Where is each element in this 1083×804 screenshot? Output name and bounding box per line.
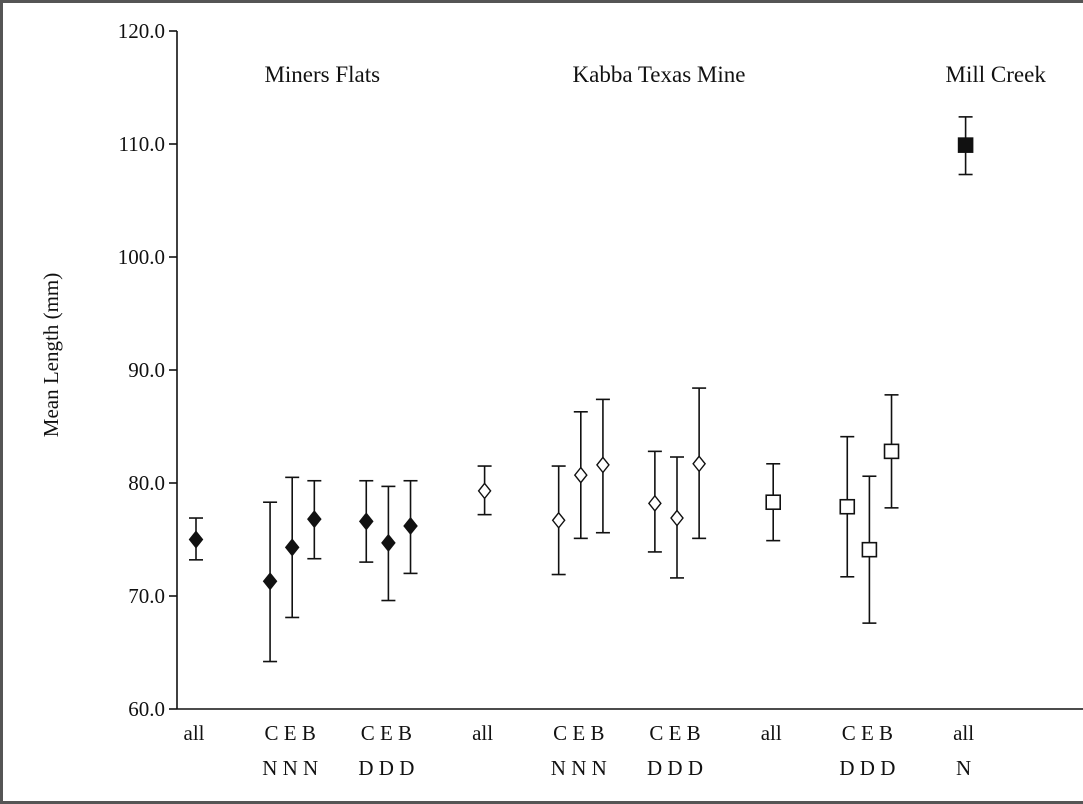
marker-open-square: [765, 494, 782, 511]
marker-filled-diamond: [381, 533, 396, 553]
category-label-line1: C E B: [842, 721, 893, 745]
marker-filled-square: [957, 137, 974, 153]
data-point: [692, 387, 707, 540]
marker-open-diamond: [596, 456, 610, 474]
category-label-line1: C E B: [649, 721, 700, 745]
category-label-line1: C E B: [265, 721, 316, 745]
y-tick-label: 80.0: [128, 471, 165, 495]
y-axis-label: Mean Length (mm): [39, 273, 63, 437]
category-label-line2: N N N: [262, 756, 318, 780]
data-points: [188, 116, 974, 663]
data-point: [595, 398, 610, 534]
category-label-line1: all: [953, 721, 974, 745]
marker-filled-diamond: [358, 512, 374, 531]
category-label-line2: D D D: [647, 756, 703, 780]
marker-open-diamond: [551, 511, 566, 529]
category-label-line1: C E B: [553, 721, 604, 745]
marker-open-diamond: [573, 466, 588, 484]
category-label-line1: all: [761, 721, 782, 745]
data-point: [381, 485, 396, 602]
marker-open-square: [839, 498, 856, 515]
data-point: [839, 435, 856, 578]
data-point: [957, 116, 974, 176]
group-label: Kabba Texas Mine: [573, 62, 746, 87]
marker-open-square: [883, 443, 900, 460]
group-labels: Miners Flats Kabba Texas Mine Mill Creek: [264, 62, 1046, 87]
data-point: [307, 479, 322, 560]
marker-open-diamond: [647, 494, 662, 512]
category-label-line1: all: [472, 721, 493, 745]
axes: [169, 30, 1083, 710]
y-tick-label: 100.0: [118, 245, 165, 269]
data-point: [262, 501, 278, 663]
y-tick-label: 70.0: [128, 584, 165, 608]
marker-filled-diamond: [284, 538, 300, 557]
marker-open-diamond: [477, 482, 492, 500]
data-point: [573, 411, 588, 540]
data-point: [358, 479, 374, 563]
group-label: Mill Creek: [946, 62, 1047, 87]
y-tick-label: 110.0: [119, 132, 165, 156]
data-point: [861, 475, 878, 624]
data-point: [188, 517, 204, 561]
data-point: [647, 450, 662, 553]
category-label-line2: D D D: [839, 756, 895, 780]
category-label-line2: D D D: [358, 756, 414, 780]
data-point: [765, 462, 782, 542]
marker-filled-diamond: [307, 510, 322, 529]
y-tick-label: 90.0: [128, 358, 165, 382]
y-tick-label: 60.0: [128, 697, 165, 721]
data-point: [284, 476, 300, 619]
data-point: [670, 456, 684, 579]
y-tick-label: 120.0: [118, 19, 165, 43]
marker-filled-diamond: [403, 516, 418, 536]
category-label-line2: N: [956, 756, 971, 780]
data-point: [477, 465, 492, 516]
marker-open-diamond: [692, 455, 707, 473]
marker-filled-diamond: [262, 572, 278, 591]
category-labels: all C E B N N N C E B D D D all C E B N N N C E …: [184, 721, 975, 780]
marker-open-diamond: [670, 509, 684, 527]
y-tick-labels: 120.0 110.0 100.0 90.0 80.0 70.0 60.0: [118, 19, 165, 721]
data-point: [551, 465, 566, 576]
marker-filled-diamond: [188, 530, 204, 549]
data-point: [403, 479, 418, 575]
category-label-line1: C E B: [361, 721, 412, 745]
marker-open-square: [861, 541, 878, 558]
category-label-line1: all: [184, 721, 205, 745]
category-label-line2: N N N: [551, 756, 607, 780]
data-point: [883, 394, 900, 509]
group-label: Miners Flats: [264, 62, 380, 87]
